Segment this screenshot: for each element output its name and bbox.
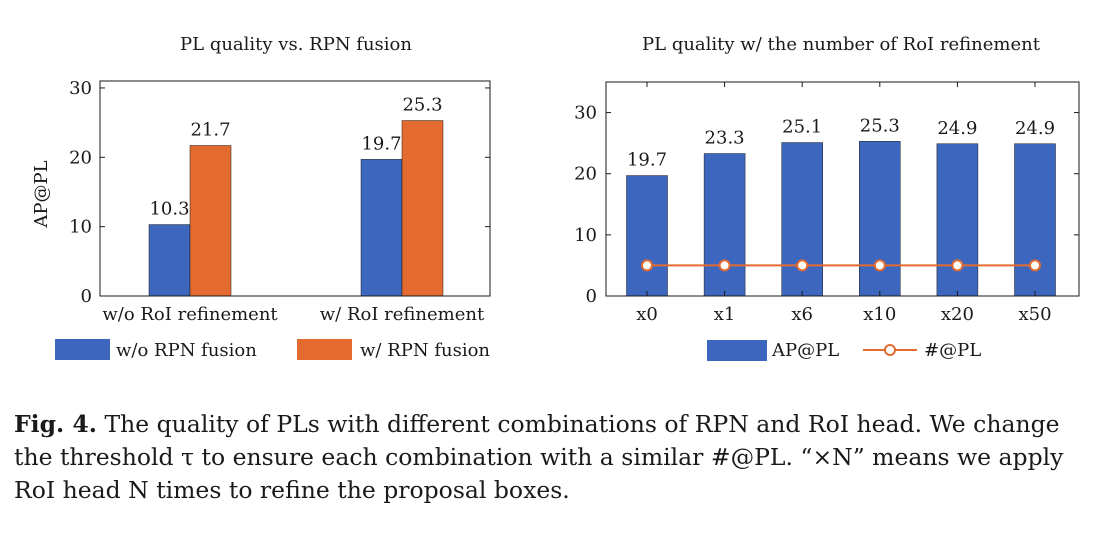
plot-frame	[605, 81, 1080, 297]
x-tick-label: w/o RoI refinement	[102, 304, 278, 325]
data-label: 19.7	[627, 150, 667, 171]
line-point	[796, 259, 809, 272]
legend-label: w/o RPN fusion	[116, 340, 257, 361]
bar-ap-pl	[781, 142, 823, 297]
x-axis-ticks: x0 x1 x6 x10 x20 x50	[636, 82, 1052, 325]
legend-label: #@PL	[924, 340, 981, 361]
y-axis-label: AP@PL	[31, 160, 52, 228]
bar-ap-pl	[626, 175, 668, 297]
legend: AP@PL #@PL	[707, 340, 981, 361]
legend-swatch	[55, 339, 110, 360]
y-tick-label: 30	[69, 78, 92, 99]
data-labels: 19.7 23.3 25.1 25.3 24.9 24.9	[627, 115, 1055, 170]
x-tick-label: x6	[791, 304, 813, 325]
y-tick-label: 0	[586, 286, 597, 307]
y-tick-label: 0	[81, 286, 92, 307]
data-label: 25.3	[402, 95, 442, 116]
bar-w-rpn-fusion	[401, 120, 444, 297]
legend-swatch	[707, 340, 767, 361]
figure: PL quality vs. RPN fusion AP@PL 10.3 21.7…	[31, 34, 1080, 361]
y-axis-ticks: 0 10 20 30	[574, 103, 1079, 307]
x-tick-label: x10	[863, 304, 896, 325]
chart-title: PL quality vs. RPN fusion	[180, 34, 412, 55]
caption-label: Fig. 4.	[14, 410, 97, 438]
bars	[626, 141, 1056, 297]
caption-text: The quality of PLs with different combin…	[14, 410, 1064, 504]
legend-swatch	[297, 339, 352, 360]
data-label: 19.7	[361, 133, 401, 154]
legend-label: w/ RPN fusion	[360, 340, 490, 361]
y-axis-ticks: 0 10 20 30	[69, 78, 490, 307]
data-label: 25.1	[782, 117, 822, 138]
data-label: 24.9	[1015, 118, 1055, 139]
y-tick-label: 20	[69, 147, 92, 168]
data-label: 21.7	[190, 120, 230, 141]
x-tick-label: x1	[714, 304, 736, 325]
y-tick-label: 10	[574, 225, 597, 246]
x-tick-label: w/ RoI refinement	[320, 304, 485, 325]
bar-ap-pl	[703, 153, 746, 297]
legend: w/o RPN fusion w/ RPN fusion	[55, 339, 490, 361]
y-tick-label: 10	[69, 217, 92, 238]
legend-label: AP@PL	[771, 340, 839, 361]
bar-ap-pl	[1014, 143, 1056, 297]
y-tick-label: 30	[574, 103, 597, 124]
bars	[148, 120, 444, 297]
x-tick-label: x0	[636, 304, 658, 325]
legend-marker	[884, 344, 896, 356]
bar-ap-pl	[936, 143, 979, 297]
line-point	[641, 259, 653, 272]
data-label: 24.9	[937, 118, 977, 139]
bar-wo-rpn-fusion	[148, 224, 191, 297]
chart-roi-refinement: PL quality w/ the number of RoI refineme…	[574, 34, 1080, 361]
data-label: 25.3	[860, 115, 900, 136]
x-tick-label: x50	[1018, 304, 1051, 325]
data-label: 23.3	[705, 128, 745, 149]
line-series	[641, 259, 1041, 272]
data-labels: 10.3 21.7 19.725.3	[149, 95, 442, 220]
x-axis-ticks: w/o RoI refinement w/ RoI refinement	[102, 304, 485, 325]
line-point	[718, 259, 731, 272]
bar-wo-rpn-fusion	[360, 159, 403, 297]
data-label: 10.3	[149, 199, 189, 220]
line-point	[873, 259, 886, 272]
chart-rpn-fusion: PL quality vs. RPN fusion AP@PL 10.3 21.7…	[31, 34, 491, 361]
bar-w-rpn-fusion	[189, 145, 232, 297]
plot-frame	[99, 80, 491, 297]
line-point	[1029, 259, 1041, 272]
line-point	[951, 259, 964, 272]
bar-ap-pl	[859, 141, 901, 297]
chart-title: PL quality w/ the number of RoI refineme…	[642, 34, 1041, 55]
figure-caption: Fig. 4. The quality of PLs with differen…	[14, 408, 1094, 507]
x-tick-label: x20	[941, 304, 974, 325]
y-tick-label: 20	[574, 164, 597, 185]
